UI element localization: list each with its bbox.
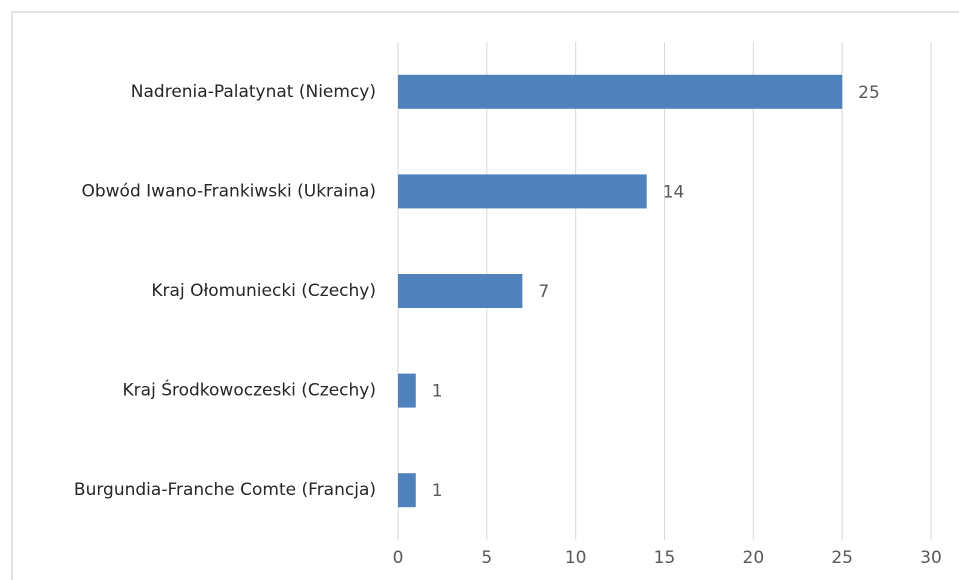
y-tick-label: Nadrenia-Palatynat (Niemcy)	[131, 82, 376, 102]
y-tick-label: Kraj Ołomuniecki (Czechy)	[151, 281, 376, 301]
data-label: 1	[432, 481, 443, 501]
bar	[398, 74, 843, 109]
x-tick-label: 10	[565, 548, 587, 568]
y-tick-label: Burgundia-Franche Comte (Francja)	[74, 480, 376, 500]
x-tick-label: 20	[743, 548, 765, 568]
bar	[398, 274, 523, 308]
data-label: 7	[538, 282, 549, 302]
x-tick-label: 0	[393, 548, 404, 568]
x-tick-label: 15	[654, 548, 676, 568]
x-tick-label: 25	[831, 548, 853, 568]
x-tick-label: 5	[481, 548, 492, 568]
chart-border	[11, 11, 959, 580]
y-tick-label: Obwód Iwano-Frankiwski (Ukraina)	[81, 181, 376, 201]
bar	[398, 473, 416, 508]
data-label: 1	[432, 382, 443, 402]
data-label: 25	[858, 83, 880, 103]
data-label: 14	[663, 182, 685, 202]
y-tick-label: Kraj Środkowoczeski (Czechy)	[123, 379, 376, 401]
bar	[398, 174, 647, 209]
x-tick-label: 30	[920, 548, 942, 568]
bar	[398, 373, 416, 408]
